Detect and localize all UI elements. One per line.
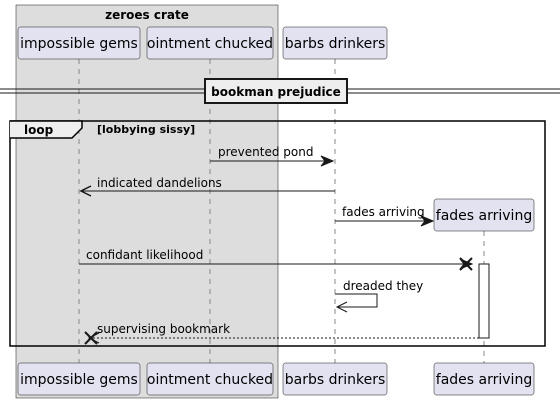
activation-bar-fades-arriving	[478, 263, 490, 339]
participant-ointment-chucked-bottom[interactable]: ointment chucked	[146, 362, 274, 396]
message-label: dreaded they	[343, 279, 423, 293]
participant-box-zeroes-crate	[15, 4, 279, 399]
participant-label: barbs drinkers	[285, 36, 386, 52]
destroy-x-icon	[459, 257, 473, 271]
participant-ointment-chucked-top[interactable]: ointment chucked	[146, 26, 274, 60]
participant-impossible-gems-bottom[interactable]: impossible gems	[17, 362, 141, 396]
lifelines	[78, 59, 485, 364]
loop-condition: [lobbying sissy]	[97, 123, 195, 136]
message-dreaded-they: dreaded they	[335, 279, 423, 313]
participant-fades-arriving-bottom[interactable]: fades arriving	[433, 362, 535, 396]
participant-box-label: zeroes crate	[105, 8, 189, 22]
message-label: confidant likelihood	[86, 248, 203, 262]
participant-label: ointment chucked	[147, 372, 273, 388]
destroy-x-icon	[84, 331, 98, 345]
message-fades-arriving-create: fades arriving	[335, 205, 435, 227]
participant-label: barbs drinkers	[285, 372, 386, 388]
participant-fades-arriving-created[interactable]: fades arriving	[433, 198, 535, 232]
divider-label: bookman prejudice	[211, 85, 341, 99]
participant-label: fades arriving	[436, 372, 532, 388]
participant-barbs-drinkers-top[interactable]: barbs drinkers	[282, 26, 388, 60]
message-prevented-pond: prevented pond	[210, 145, 335, 167]
message-supervising-bookmark: supervising bookmark	[84, 322, 479, 345]
participant-label: ointment chucked	[147, 36, 273, 52]
participant-label: impossible gems	[20, 372, 138, 388]
loop-keyword: loop	[24, 123, 54, 137]
loop-fragment: loop [lobbying sissy]	[9, 120, 546, 347]
divider-bookman-prejudice: bookman prejudice	[0, 78, 560, 104]
participant-impossible-gems-top[interactable]: impossible gems	[17, 26, 141, 60]
participant-label: fades arriving	[436, 208, 532, 224]
message-label: fades arriving	[342, 205, 425, 219]
participant-label: impossible gems	[20, 36, 138, 52]
participant-barbs-drinkers-bottom[interactable]: barbs drinkers	[282, 362, 388, 396]
message-label: prevented pond	[218, 145, 313, 159]
message-label: indicated dandelions	[97, 176, 222, 190]
message-label: supervising bookmark	[97, 322, 230, 336]
message-confidant-likelihood: confidant likelihood	[79, 248, 474, 271]
message-indicated-dandelions: indicated dandelions	[79, 176, 335, 197]
